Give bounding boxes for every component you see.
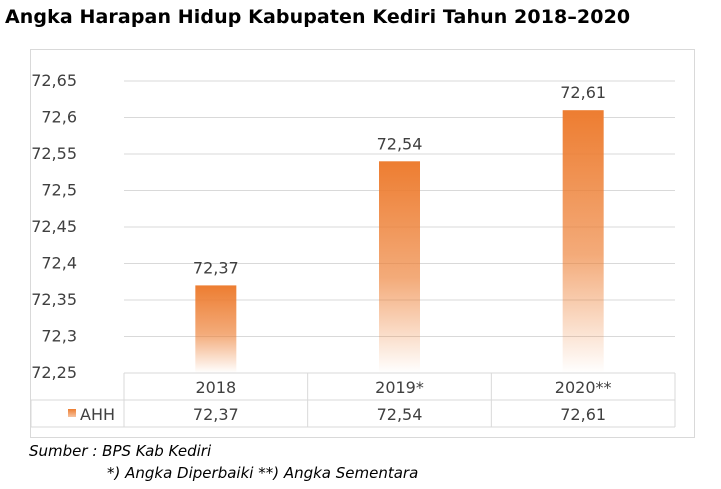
y-tick-label: 72,55 xyxy=(31,144,77,163)
table-value: 72,37 xyxy=(193,405,239,424)
y-tick-label: 72,45 xyxy=(31,217,77,236)
data-label: 72,37 xyxy=(193,258,239,277)
data-table: 2018 72,37 2019* 72,54 2020** 72,61 AHH xyxy=(31,372,676,428)
y-axis-ticks: 72,25 72,3 72,35 72,4 72,45 72,5 72,55 72,6 72,6… xyxy=(31,71,77,382)
data-label: 72,61 xyxy=(560,83,606,102)
table-value: 72,54 xyxy=(377,405,423,424)
y-tick-label: 72,65 xyxy=(31,71,77,90)
source-note: Sumber : BPS Kab Kediri xyxy=(29,442,212,460)
table-value: 72,61 xyxy=(560,405,606,424)
table-row-label: AHH xyxy=(80,405,115,424)
bars xyxy=(195,110,604,373)
y-tick-label: 72,25 xyxy=(31,363,77,382)
category-label: 2019* xyxy=(375,378,424,397)
y-tick-label: 72,3 xyxy=(41,327,77,346)
data-label: 72,54 xyxy=(377,134,423,153)
category-label: 2018 xyxy=(195,378,236,397)
y-tick-label: 72,6 xyxy=(41,108,77,127)
legend-key xyxy=(68,409,76,417)
bar-2020 xyxy=(562,110,604,373)
bar-chart: 72,25 72,3 72,35 72,4 72,45 72,5 72,55 72,6 72,6… xyxy=(31,71,676,428)
category-label: 2020** xyxy=(555,378,612,397)
bar-2018 xyxy=(195,285,237,373)
chart-area: 72,25 72,3 72,35 72,4 72,45 72,5 72,55 72,6 72,6… xyxy=(30,49,695,438)
y-tick-label: 72,5 xyxy=(41,181,77,200)
data-labels: 72,37 72,54 72,61 xyxy=(193,83,606,277)
bar-2019 xyxy=(379,161,420,373)
chart-title: Angka Harapan Hidup Kabupaten Kediri Tah… xyxy=(5,6,631,28)
footnote: *) Angka Diperbaiki **) Angka Sementara xyxy=(107,464,419,482)
y-tick-label: 72,4 xyxy=(41,254,77,273)
y-tick-label: 72,35 xyxy=(31,290,77,309)
